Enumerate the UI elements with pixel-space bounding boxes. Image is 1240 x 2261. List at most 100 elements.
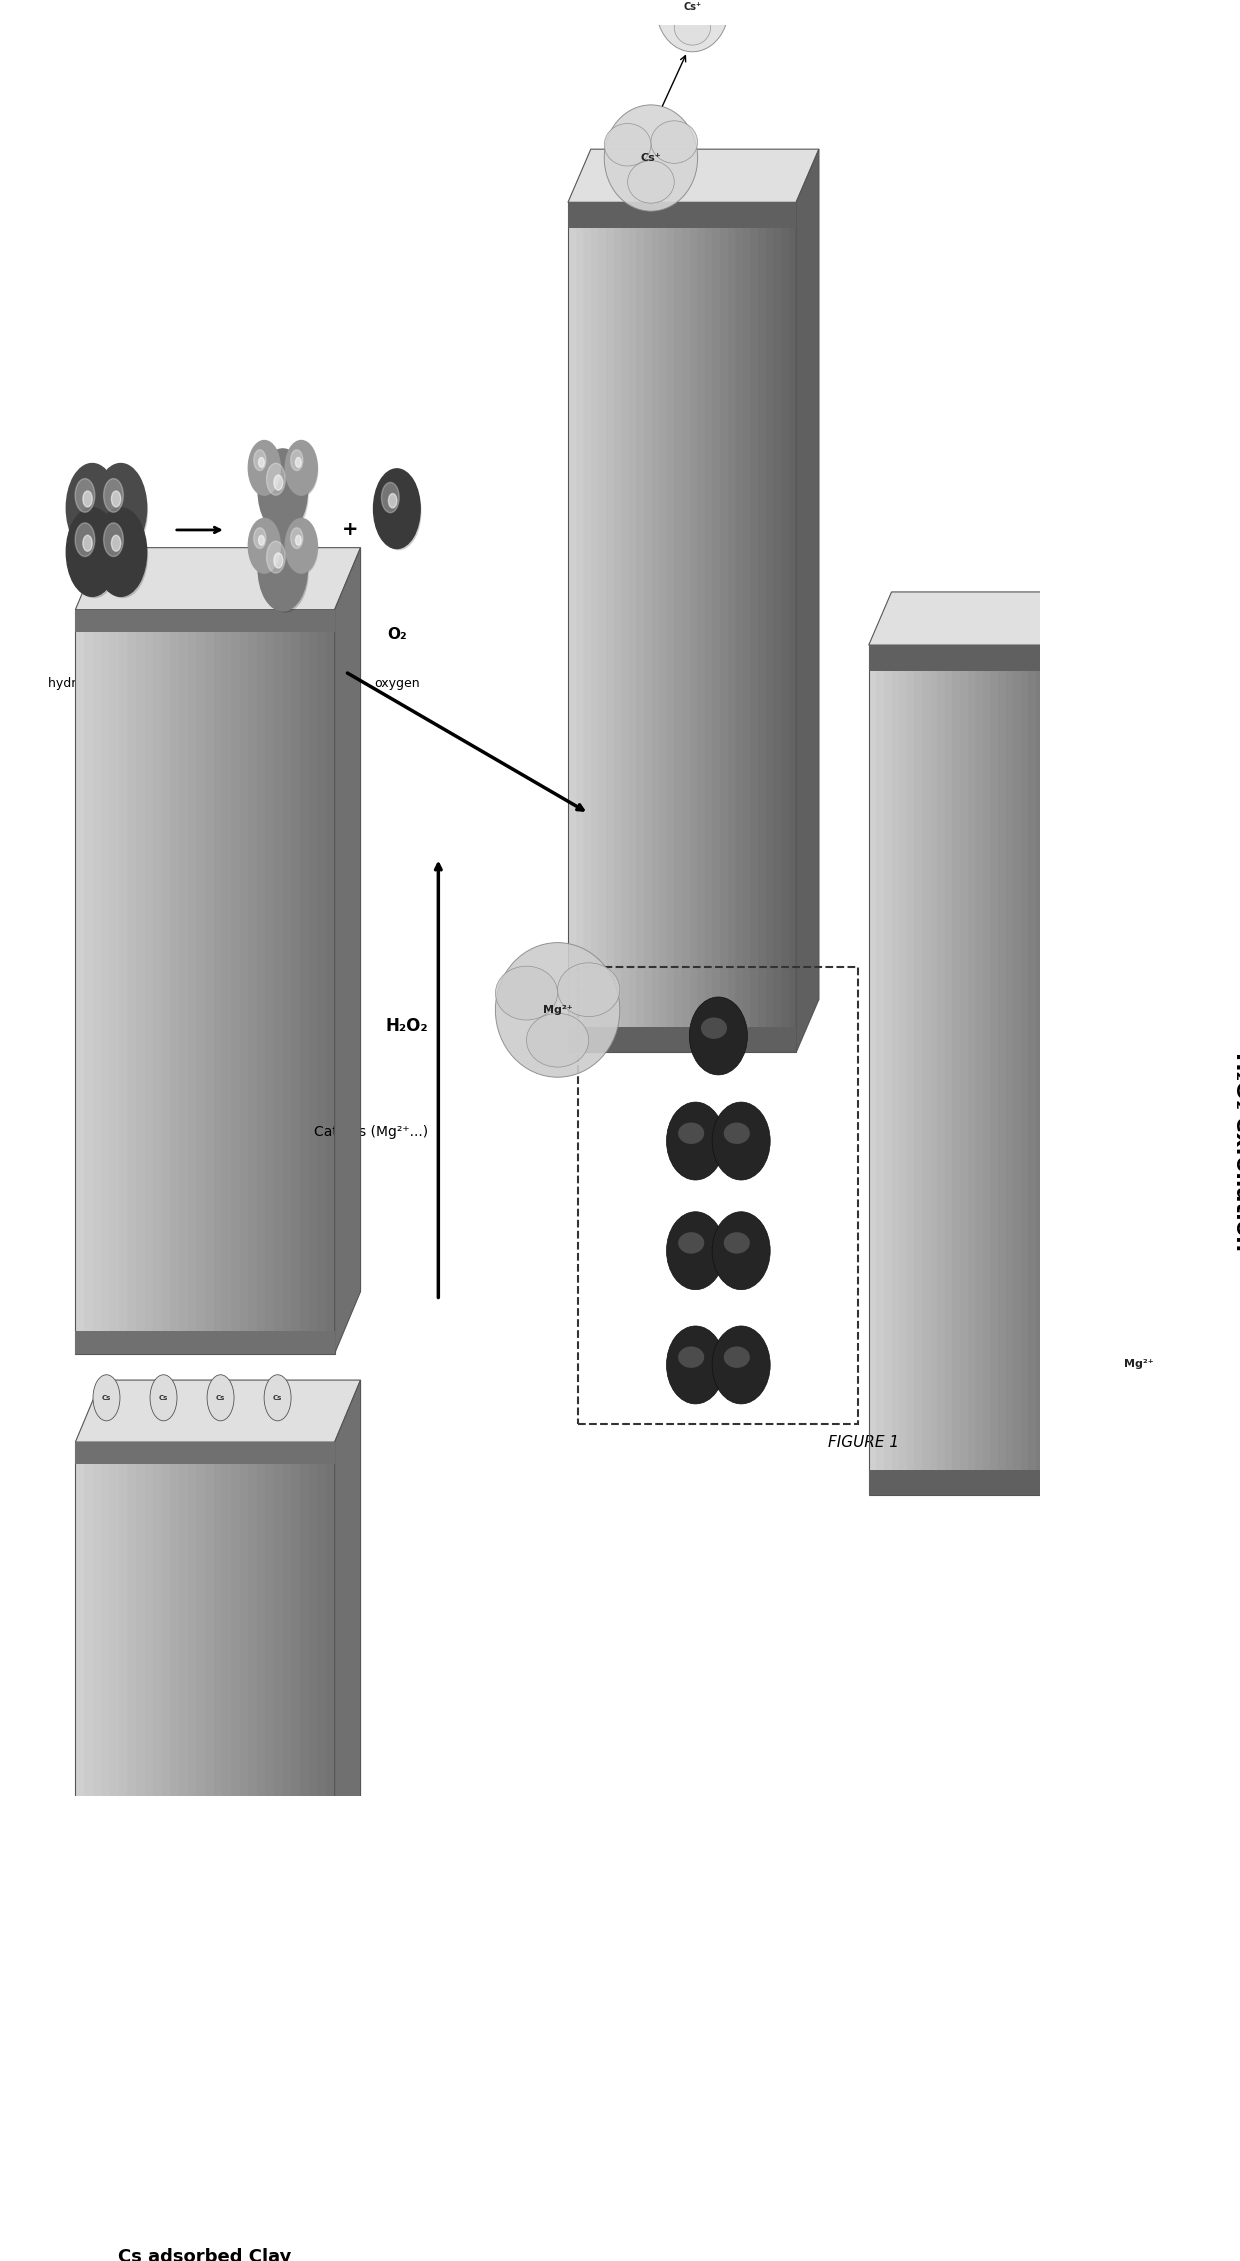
Polygon shape: [682, 201, 689, 1051]
Polygon shape: [1037, 644, 1044, 1495]
Circle shape: [377, 475, 420, 549]
Circle shape: [258, 527, 308, 610]
Polygon shape: [93, 610, 102, 1354]
Polygon shape: [660, 201, 667, 1051]
Circle shape: [382, 482, 399, 513]
Ellipse shape: [651, 120, 698, 163]
Polygon shape: [119, 1443, 128, 2186]
Circle shape: [250, 443, 280, 495]
Circle shape: [258, 450, 308, 534]
Polygon shape: [606, 201, 614, 1051]
Ellipse shape: [495, 965, 558, 1020]
Circle shape: [207, 1375, 234, 1420]
Ellipse shape: [712, 1325, 770, 1404]
Ellipse shape: [678, 1232, 704, 1253]
Polygon shape: [952, 644, 960, 1495]
Polygon shape: [568, 201, 796, 228]
Polygon shape: [231, 610, 239, 1354]
Polygon shape: [689, 201, 697, 1051]
Polygon shape: [568, 1026, 796, 1051]
Ellipse shape: [666, 1325, 724, 1404]
Polygon shape: [869, 644, 877, 1495]
Text: 2H₂O₂: 2H₂O₂: [82, 626, 131, 642]
Circle shape: [83, 536, 92, 552]
Polygon shape: [335, 547, 361, 1354]
Circle shape: [93, 1375, 120, 1420]
Ellipse shape: [1076, 1298, 1200, 1431]
Polygon shape: [179, 610, 187, 1354]
Ellipse shape: [712, 1101, 770, 1180]
Ellipse shape: [689, 997, 748, 1074]
Ellipse shape: [1076, 1320, 1138, 1375]
Text: hydrogen peroxide: hydrogen peroxide: [47, 676, 165, 690]
Text: Cs⁺: Cs⁺: [683, 2, 702, 14]
Polygon shape: [590, 201, 599, 1051]
Polygon shape: [914, 644, 923, 1495]
Ellipse shape: [724, 1232, 750, 1253]
Polygon shape: [76, 610, 335, 633]
Polygon shape: [291, 1443, 300, 2186]
Circle shape: [290, 450, 303, 470]
Text: 2H₂O: 2H₂O: [262, 626, 304, 642]
Polygon shape: [629, 201, 636, 1051]
Text: FIGURE 1: FIGURE 1: [828, 1433, 899, 1449]
Polygon shape: [283, 1443, 291, 2186]
Circle shape: [274, 554, 283, 568]
Polygon shape: [274, 610, 283, 1354]
Polygon shape: [170, 610, 179, 1354]
Polygon shape: [154, 1443, 161, 2186]
Ellipse shape: [656, 0, 729, 52]
Polygon shape: [119, 610, 128, 1354]
Text: Mg²⁺: Mg²⁺: [1123, 1359, 1153, 1370]
Polygon shape: [93, 1443, 102, 2186]
Polygon shape: [636, 201, 644, 1051]
Polygon shape: [213, 1443, 222, 2186]
Circle shape: [248, 518, 280, 572]
Polygon shape: [906, 644, 914, 1495]
Polygon shape: [575, 201, 583, 1051]
Text: O₂: O₂: [387, 626, 407, 642]
Ellipse shape: [604, 104, 698, 210]
Polygon shape: [248, 610, 257, 1354]
Polygon shape: [899, 644, 906, 1495]
Polygon shape: [877, 644, 884, 1495]
Text: oxygen: oxygen: [374, 676, 419, 690]
Polygon shape: [84, 610, 93, 1354]
Text: Cs: Cs: [159, 1395, 169, 1402]
Ellipse shape: [527, 1013, 589, 1067]
Polygon shape: [704, 201, 713, 1051]
Circle shape: [150, 1375, 177, 1420]
Ellipse shape: [1138, 1316, 1200, 1370]
Circle shape: [262, 454, 309, 534]
Circle shape: [388, 493, 397, 509]
Ellipse shape: [666, 1101, 724, 1180]
Polygon shape: [983, 644, 991, 1495]
Circle shape: [259, 536, 264, 545]
Circle shape: [288, 443, 317, 495]
Polygon shape: [128, 610, 136, 1354]
Polygon shape: [583, 201, 590, 1051]
Polygon shape: [652, 201, 660, 1051]
Ellipse shape: [701, 1017, 727, 1038]
Polygon shape: [326, 610, 335, 1354]
Polygon shape: [196, 610, 205, 1354]
Circle shape: [104, 522, 123, 556]
Circle shape: [264, 1375, 291, 1420]
Polygon shape: [1052, 644, 1059, 1495]
Text: H₂O₂: H₂O₂: [386, 1017, 428, 1036]
Polygon shape: [991, 644, 998, 1495]
Polygon shape: [568, 149, 818, 201]
Polygon shape: [170, 1443, 179, 2186]
Ellipse shape: [675, 9, 711, 45]
Polygon shape: [758, 201, 766, 1051]
Polygon shape: [205, 610, 213, 1354]
Ellipse shape: [495, 943, 620, 1076]
Polygon shape: [76, 1379, 361, 1443]
Polygon shape: [1013, 644, 1021, 1495]
Polygon shape: [960, 644, 967, 1495]
Polygon shape: [196, 1443, 205, 2186]
Polygon shape: [869, 1470, 1097, 1495]
Circle shape: [288, 522, 317, 574]
Polygon shape: [789, 201, 796, 1051]
Polygon shape: [1089, 644, 1097, 1495]
